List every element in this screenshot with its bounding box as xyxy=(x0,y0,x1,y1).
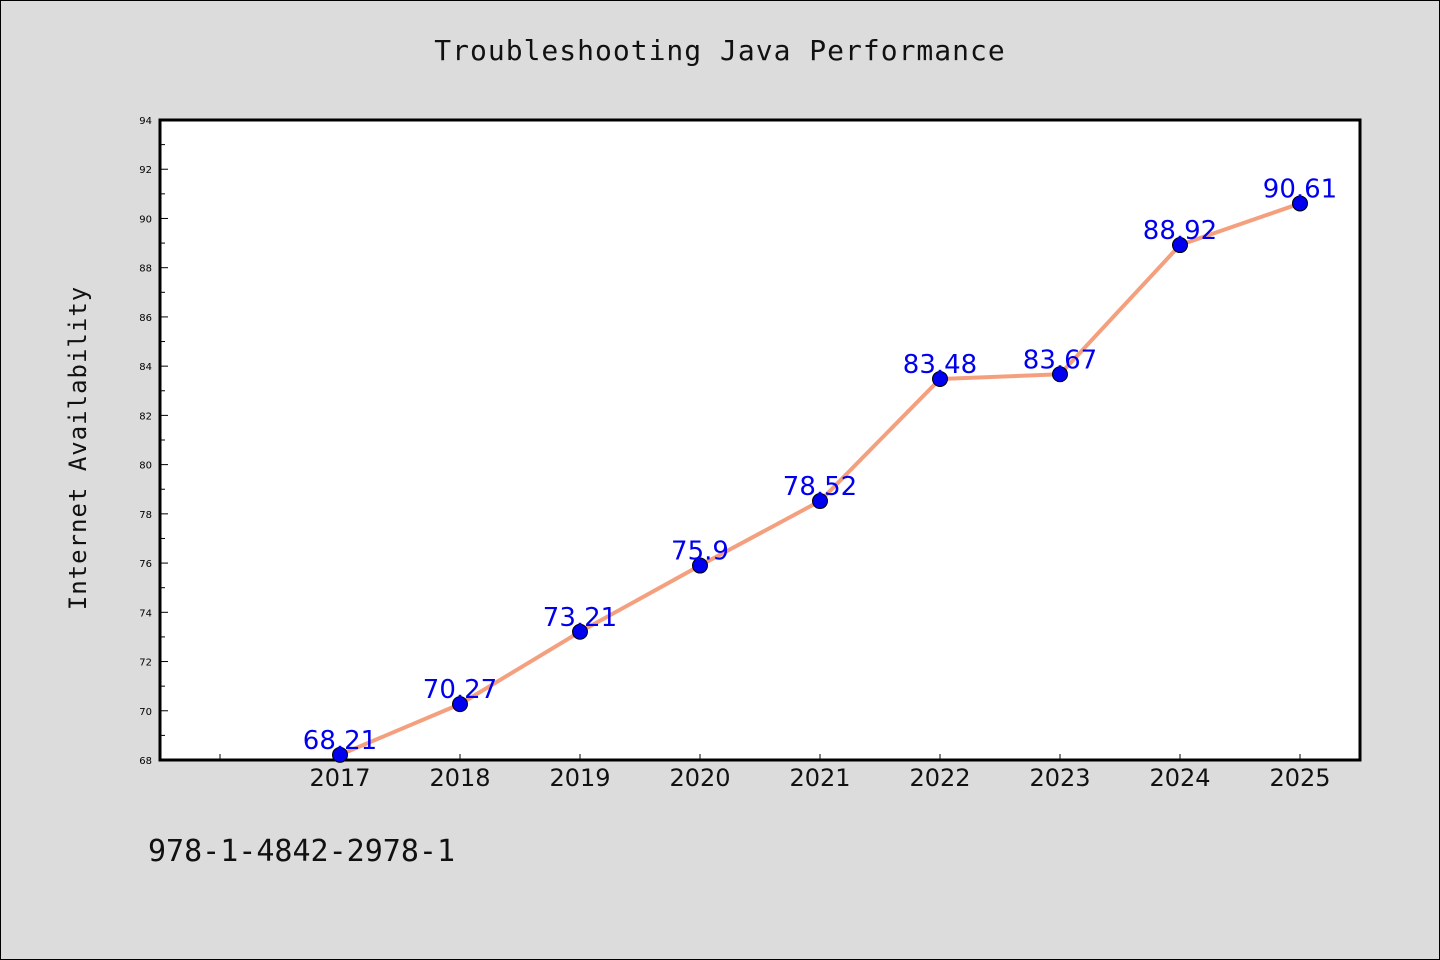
y-tick-label: 68 xyxy=(139,756,152,767)
x-tick-label: 2019 xyxy=(549,764,610,792)
y-tick-label: 74 xyxy=(139,608,152,619)
data-label: 78.52 xyxy=(783,472,857,502)
data-label: 83.48 xyxy=(903,350,977,380)
y-tick-label: 70 xyxy=(139,707,152,718)
data-label: 75.9 xyxy=(671,537,729,567)
chart-title: Troubleshooting Java Performance xyxy=(434,34,1006,67)
y-tick-label: 90 xyxy=(139,214,152,225)
data-point-marker xyxy=(452,696,468,713)
data-label: 90.61 xyxy=(1263,174,1337,204)
data-labels: 68.21 70.27 73.21 75.9 78.52 83.48 83.67 88.92 9… xyxy=(303,174,1337,755)
data-point-marker xyxy=(932,370,948,387)
data-label: 73.21 xyxy=(543,603,617,633)
data-point-marker xyxy=(1052,366,1068,383)
y-tick-label: 84 xyxy=(139,362,152,373)
x-tick-label: 2023 xyxy=(1029,764,1090,792)
x-tick-label: 2024 xyxy=(1149,764,1210,792)
x-axis: 2017 2018 2019 2020 2021 2022 2023 2024 2025 xyxy=(219,754,1331,792)
x-tick-label: 2021 xyxy=(789,764,850,792)
y-tick-label: 78 xyxy=(139,510,152,521)
x-tick-label: 2025 xyxy=(1269,764,1330,792)
y-axis-title: Internet Availability xyxy=(64,286,92,610)
x-tick-label: 2017 xyxy=(309,764,370,792)
data-label: 83.67 xyxy=(1023,345,1097,375)
x-tick-label: 2018 xyxy=(429,764,490,792)
y-tick-label: 86 xyxy=(139,313,152,324)
plot-area xyxy=(158,118,1362,762)
data-point-marker xyxy=(1172,237,1188,254)
y-tick-label: 82 xyxy=(139,411,152,422)
y-tick-label: 80 xyxy=(139,461,152,472)
y-tick-label: 76 xyxy=(139,559,152,570)
data-label: 68.21 xyxy=(303,726,377,756)
data-point-marker xyxy=(332,746,348,763)
data-point-marker xyxy=(572,623,588,640)
data-point-marker xyxy=(692,557,708,574)
x-tick-label: 2020 xyxy=(669,764,730,792)
series-markers xyxy=(332,195,1308,763)
y-tick-label: 72 xyxy=(139,658,152,669)
y-axis: 68 70 72 74 76 78 80 82 84 86 88 90 92 94 xyxy=(139,116,168,767)
data-point-marker xyxy=(1292,195,1308,212)
y-tick-label: 92 xyxy=(139,165,152,176)
x-tick-label: 2022 xyxy=(909,764,970,792)
data-label: 88.92 xyxy=(1143,216,1217,246)
isbn-text: 978-1-4842-2978-1 xyxy=(148,834,456,869)
y-tick-label: 88 xyxy=(139,264,152,275)
data-point-marker xyxy=(812,493,828,510)
y-tick-label: 94 xyxy=(139,116,152,127)
data-label: 70.27 xyxy=(423,675,497,705)
